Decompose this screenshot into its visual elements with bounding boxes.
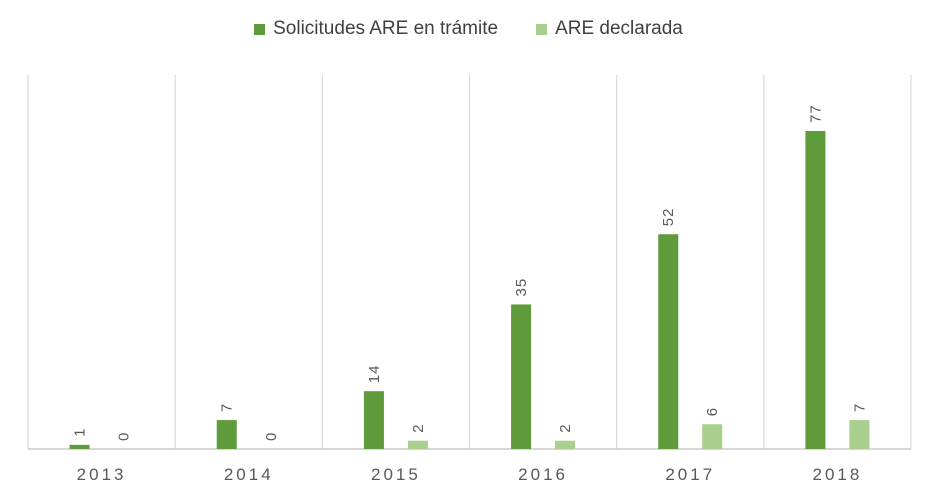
bar-solicitudes-2018: [805, 130, 826, 450]
x-tick-label-2014: 2014: [224, 465, 274, 484]
data-label-declarada-2015: 2: [410, 423, 427, 432]
bar-declarada-2015: [407, 440, 428, 449]
data-label-declarada-2013: 0: [116, 432, 133, 441]
data-label-solicitudes-2016: 35: [513, 278, 530, 297]
x-tick-label-2013: 2013: [77, 465, 127, 484]
data-label-solicitudes-2014: 7: [219, 403, 236, 412]
x-tick-label-2018: 2018: [813, 465, 863, 484]
legend-item-series-2: ARE declarada: [536, 18, 683, 40]
bar-solicitudes-2016: [511, 304, 532, 449]
bar-declarada-2018: [849, 420, 870, 449]
data-label-declarada-2016: 2: [557, 423, 574, 432]
x-tick-label-2016: 2016: [518, 465, 568, 484]
legend-label-series-1: Solicitudes ARE en trámite: [273, 18, 499, 39]
legend-swatch-series-1: [254, 23, 266, 35]
bar-declarada-2017: [702, 424, 723, 449]
legend-item-series-1: Solicitudes ARE en trámite: [254, 18, 498, 40]
legend-swatch-series-2: [536, 23, 548, 35]
legend: Solicitudes ARE en trámite ARE declarada: [0, 18, 937, 40]
data-label-declarada-2017: 6: [704, 407, 721, 416]
bar-solicitudes-2017: [658, 234, 679, 449]
data-label-solicitudes-2017: 52: [660, 208, 677, 227]
legend-label-series-2: ARE declarada: [555, 18, 683, 39]
bar-solicitudes-2013: [69, 444, 90, 449]
data-label-solicitudes-2015: 14: [366, 364, 383, 383]
data-label-declarada-2014: 0: [263, 432, 280, 441]
bar-solicitudes-2015: [363, 391, 384, 449]
x-tick-label-2017: 2017: [665, 465, 715, 484]
data-label-declarada-2018: 7: [851, 403, 868, 412]
x-tick-label-2015: 2015: [371, 465, 421, 484]
bar-solicitudes-2014: [216, 420, 237, 449]
data-label-solicitudes-2013: 1: [72, 428, 89, 437]
data-label-solicitudes-2018: 77: [807, 104, 824, 123]
bar-declarada-2016: [555, 440, 576, 449]
